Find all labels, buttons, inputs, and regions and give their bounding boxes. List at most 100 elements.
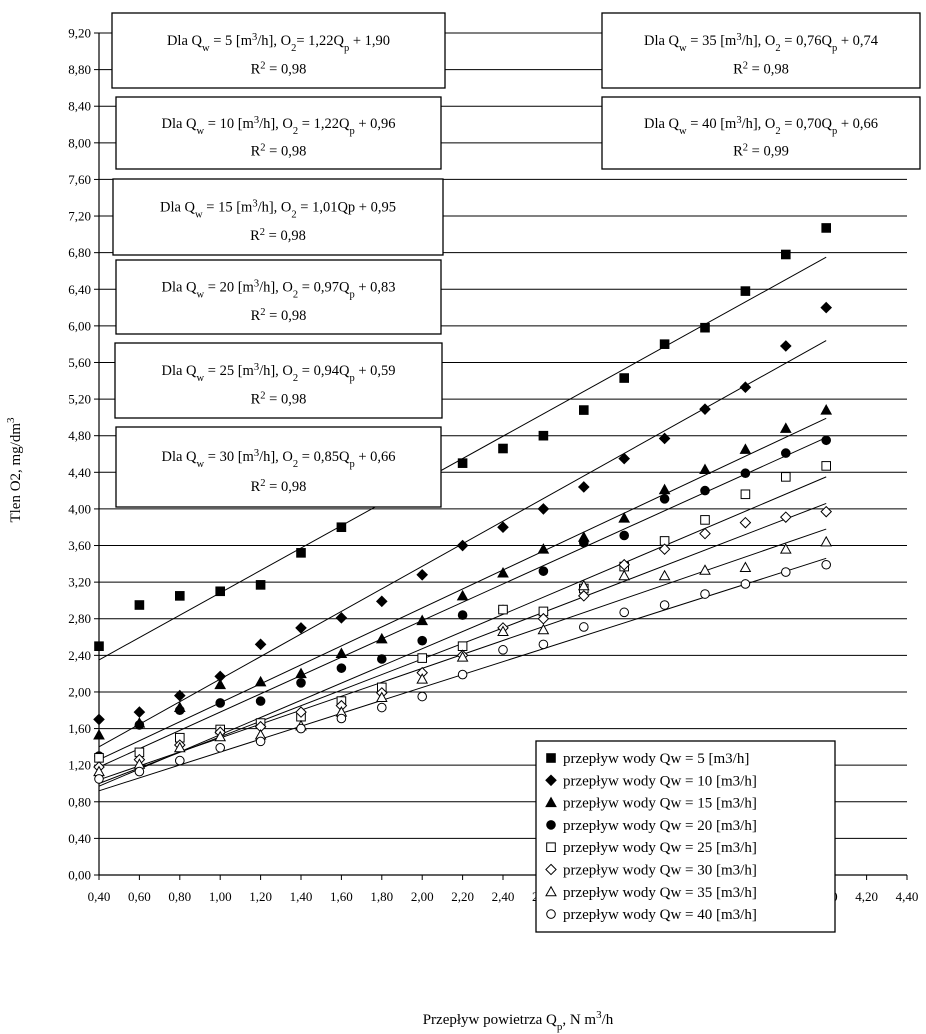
- data-point: [93, 713, 105, 726]
- data-point: [538, 430, 549, 441]
- equation-part: Dla Q: [162, 449, 198, 465]
- equation-part: + 0,83: [355, 280, 396, 296]
- legend-entry: przepływ wody Qw = 25 [m3/h]: [546, 840, 757, 856]
- y-tick-label: 1,60: [68, 721, 91, 736]
- equation-text: Dla Qw = 5 [m3/h], O2= 1,22Qp + 1,90: [167, 32, 390, 54]
- data-point: [336, 663, 347, 673]
- equation-part: = 0,94Q: [298, 363, 350, 379]
- data-point: [377, 654, 387, 664]
- equation-part: 3: [254, 362, 259, 373]
- data-point: [579, 405, 589, 415]
- equation-part: 3: [252, 198, 257, 209]
- data-point: [417, 635, 428, 646]
- data-point: [255, 736, 266, 747]
- equation-part: 2: [293, 373, 298, 384]
- equation-part: /h], O: [259, 363, 293, 379]
- data-point: [255, 696, 266, 706]
- y-tick-label: 7,20: [68, 209, 91, 224]
- trend-line-5: [98, 476, 827, 787]
- x-tick-label: 1,40: [290, 889, 313, 904]
- data-point: [781, 448, 791, 458]
- r-squared-text: R2 = 0,98: [251, 60, 307, 78]
- data-point: [779, 511, 792, 523]
- data-point: [658, 569, 671, 581]
- data-point: [577, 579, 590, 591]
- equation-part: p: [832, 125, 837, 136]
- equation-part: 2: [291, 43, 296, 54]
- data-point: [537, 503, 550, 515]
- equation-box-3: Dla Qw = 15 [m3/h], O2 = 1,01Qp + 0,95R2…: [112, 178, 444, 256]
- equation-part: p: [349, 458, 354, 469]
- data-point: [577, 481, 590, 493]
- y-axis-title: Tlen O2, mg/dm3: [5, 417, 24, 523]
- equation-part: 3: [252, 32, 257, 43]
- data-point: [175, 705, 185, 716]
- data-point: [820, 535, 833, 547]
- legend-label: przepływ wody Qw = 10 [m3/h]: [563, 773, 757, 789]
- equation-part: 2: [293, 458, 298, 469]
- data-point: [295, 667, 307, 679]
- data-point: [457, 610, 468, 620]
- legend-entry: przepływ wody Qw = 10 [m3/h]: [545, 773, 757, 789]
- data-point: [820, 404, 833, 415]
- y-tick-label: 3,60: [68, 538, 91, 553]
- data-points: [93, 223, 833, 784]
- equation-part: + 0,59: [355, 363, 396, 379]
- equation-part: = 10 [m: [204, 116, 254, 132]
- legend-frame: [535, 740, 836, 933]
- equation-box-frame: [112, 178, 444, 256]
- data-point: [336, 713, 347, 724]
- equation-part: = 0,97Q: [298, 280, 350, 296]
- data-point: [456, 651, 469, 662]
- data-point: [295, 706, 307, 718]
- r-squared-value: = 0,98: [266, 143, 307, 159]
- r-squared-text: R2 = 0,98: [251, 390, 307, 408]
- data-point: [94, 774, 104, 784]
- data-point: [538, 639, 549, 650]
- x-axis-title-main: Przepływ powietrza Q: [423, 1012, 557, 1028]
- legend-label: przepływ wody Qw = 40 [m3/h]: [563, 907, 757, 923]
- x-tick-label: 0,60: [128, 889, 151, 904]
- r-squared-sup: 2: [260, 142, 265, 153]
- r-squared-sup: 2: [260, 478, 265, 489]
- y-tick-label: 0,00: [68, 868, 91, 883]
- equation-box-8: Dla Qw = 40 [m3/h], O2 = 0,70Qp + 0,66R2…: [601, 96, 921, 170]
- legend-entry: przepływ wody Qw = 15 [m3/h]: [545, 796, 757, 812]
- equation-part: 2: [293, 125, 298, 136]
- equation-part: 2: [775, 125, 780, 136]
- data-point: [699, 463, 711, 475]
- data-point: [659, 494, 670, 504]
- legend: przepływ wody Qw = 5 [m3/h] przepływ wody…: [535, 740, 836, 933]
- data-point: [700, 589, 710, 599]
- legend-entry: przepływ wody Qw = 35 [m3/h]: [545, 885, 757, 901]
- x-axis-title-unit-end: /h: [602, 1012, 614, 1028]
- equation-part: /h], O: [742, 116, 776, 132]
- equation-box-frame: [111, 12, 446, 89]
- data-point: [336, 522, 347, 533]
- data-point: [175, 591, 185, 601]
- data-point: [497, 521, 509, 534]
- legend-marker: [545, 774, 557, 787]
- equation-part: /h], O: [259, 116, 293, 132]
- equation-part: = 0,70Q: [781, 116, 833, 132]
- r-squared-label: R: [251, 392, 261, 408]
- x-tick-label: 0,40: [88, 889, 111, 904]
- equation-text: Dla Qw = 15 [m3/h], O2 = 1,01Qp + 0,95: [160, 198, 396, 220]
- equation-part: w: [197, 373, 205, 384]
- data-point: [619, 607, 630, 618]
- equation-text: Dla Qw = 30 [m3/h], O2 = 0,85Qp + 0,66: [162, 447, 396, 469]
- legend-label: przepływ wody Qw = 25 [m3/h]: [563, 840, 757, 856]
- equation-box-frame: [115, 259, 442, 335]
- data-point: [740, 579, 751, 589]
- r-squared-text: R2 = 0,98: [251, 142, 307, 160]
- equation-part: 2: [291, 209, 296, 220]
- data-point: [133, 706, 146, 718]
- data-point: [375, 595, 388, 608]
- equation-part: = 35 [m: [687, 33, 737, 49]
- y-tick-label: 4,80: [68, 428, 91, 443]
- data-point: [416, 569, 429, 581]
- equation-box-6: Dla Qw = 30 [m3/h], O2 = 0,85Qp + 0,66R2…: [115, 426, 442, 508]
- equation-part: Dla Q: [167, 33, 203, 49]
- equation-part: = 40 [m: [687, 116, 737, 132]
- equation-part: + 0,96: [355, 116, 396, 132]
